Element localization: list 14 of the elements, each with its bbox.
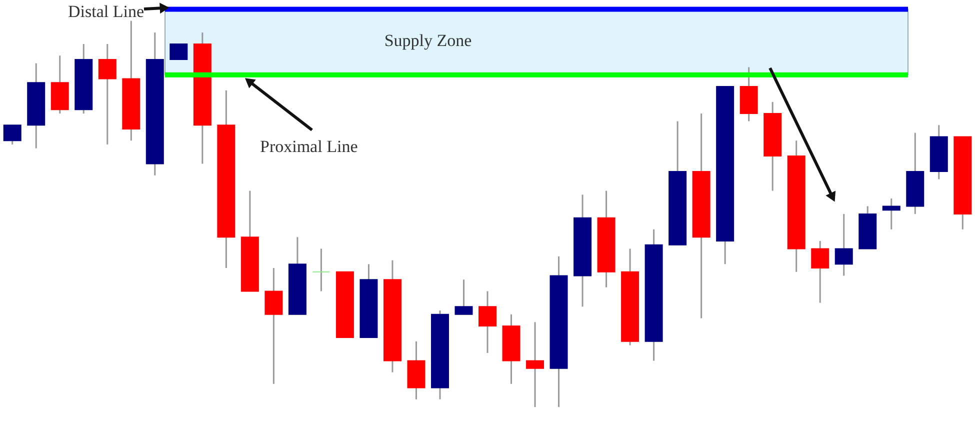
- candlestick: [526, 321, 544, 408]
- candlestick: [3, 124, 22, 146]
- candlestick: [312, 248, 330, 292]
- candlestick: [264, 267, 283, 385]
- candlestick: [882, 198, 900, 230]
- candlestick: [478, 290, 496, 354]
- band-label: Supply Zone: [384, 31, 472, 50]
- ref-line-label: Proximal Line: [260, 137, 358, 156]
- candlestick: [454, 278, 473, 316]
- candlestick: [834, 213, 853, 276]
- candlestick: [98, 43, 116, 146]
- candlestick: [170, 44, 188, 60]
- ref-line-label: Distal Line: [68, 2, 144, 21]
- candlestick: [811, 240, 830, 304]
